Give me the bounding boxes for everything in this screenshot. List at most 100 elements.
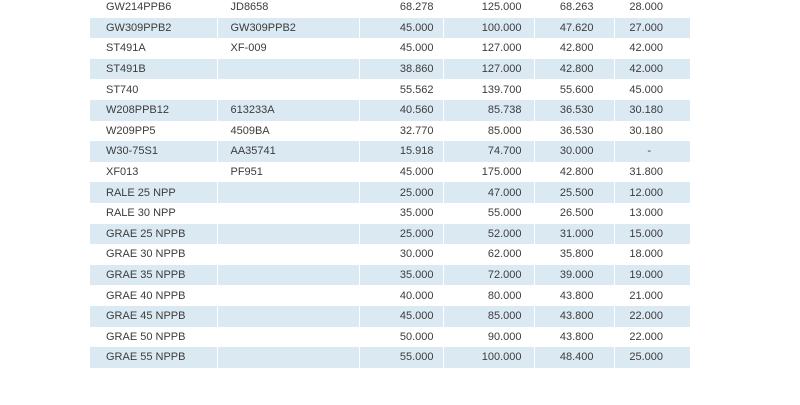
inner-width-cell: 25.500 (533, 182, 614, 203)
cross-reference-cell: GW309PPB2 (216, 17, 359, 39)
inner-width-cell: 39.000 (533, 264, 614, 286)
table-row: RALE 25 NPP 25.000 47.000 25.500 12.000 (90, 182, 690, 203)
inner-width-cell: 43.800 (533, 305, 614, 327)
part-number-cell: GW309PPB2 (90, 17, 217, 39)
part-number-cell: GRAE 40 NPPB (90, 285, 217, 306)
outer-width-cell: 42.000 (613, 58, 690, 80)
inner-width-cell: 42.800 (533, 161, 614, 183)
part-number-cell: W208PPB12 (90, 99, 217, 121)
bore-diameter-cell: 32.770 (358, 120, 443, 142)
bore-diameter-cell: 38.860 (358, 58, 443, 80)
outer-width-cell: 28.000 (613, 0, 690, 18)
outer-diameter-cell: 85.000 (442, 120, 534, 142)
table-row: ST491A XF-009 45.000 127.000 42.800 42.0… (90, 38, 690, 59)
outer-diameter-cell: 72.000 (442, 264, 534, 286)
bore-diameter-cell: 45.000 (358, 38, 443, 59)
cross-reference-cell (216, 58, 359, 80)
outer-diameter-cell: 62.000 (442, 244, 534, 265)
bore-diameter-cell: 45.000 (358, 17, 443, 39)
outer-width-cell: 12.000 (613, 182, 690, 203)
inner-width-cell: 42.800 (533, 58, 614, 80)
bearing-spec-table-container: GW214PPB6 JD8658 68.278 125.000 68.263 2… (90, 0, 690, 373)
bearing-spec-table: GW214PPB6 JD8658 68.278 125.000 68.263 2… (90, 0, 690, 368)
part-number-cell: ST491A (90, 38, 217, 59)
outer-diameter-cell: 85.738 (442, 99, 534, 121)
outer-diameter-cell: 175.000 (442, 161, 534, 183)
outer-width-cell: 30.180 (613, 99, 690, 121)
table-row: ST740 55.562 139.700 55.600 45.000 (90, 79, 690, 100)
outer-diameter-cell: 90.000 (442, 326, 534, 348)
cross-reference-cell: 4509BA (216, 120, 359, 142)
table-body: GW214PPB6 JD8658 68.278 125.000 68.263 2… (90, 0, 690, 368)
cross-reference-cell: PF951 (216, 161, 359, 183)
inner-width-cell: 36.530 (533, 120, 614, 142)
table-row: GRAE 45 NPPB 45.000 85.000 43.800 22.000 (90, 305, 690, 327)
outer-diameter-cell: 52.000 (442, 223, 534, 245)
outer-diameter-cell: 80.000 (442, 285, 534, 306)
bore-diameter-cell: 30.000 (358, 244, 443, 265)
bore-diameter-cell: 50.000 (358, 326, 443, 348)
inner-width-cell: 36.530 (533, 99, 614, 121)
cross-reference-cell (216, 202, 359, 224)
outer-width-cell: 42.000 (613, 38, 690, 59)
outer-width-cell: 13.000 (613, 202, 690, 224)
outer-diameter-cell: 100.000 (442, 347, 534, 368)
table-row: GRAE 40 NPPB 40.000 80.000 43.800 21.000 (90, 285, 690, 306)
table-row: GRAE 30 NPPB 30.000 62.000 35.800 18.000 (90, 244, 690, 265)
part-number-cell: GRAE 50 NPPB (90, 326, 217, 348)
inner-width-cell: 43.800 (533, 285, 614, 306)
table-row: GRAE 35 NPPB 35.000 72.000 39.000 19.000 (90, 264, 690, 286)
part-number-cell: GRAE 55 NPPB (90, 347, 217, 368)
inner-width-cell: 35.800 (533, 244, 614, 265)
inner-width-cell: 47.620 (533, 17, 614, 39)
inner-width-cell: 55.600 (533, 79, 614, 100)
outer-diameter-cell: 125.000 (442, 0, 534, 18)
outer-width-cell: 15.000 (613, 223, 690, 245)
inner-width-cell: 30.000 (533, 141, 614, 162)
bore-diameter-cell: 35.000 (358, 264, 443, 286)
cross-reference-cell: AA35741 (216, 141, 359, 162)
outer-width-cell: - (613, 141, 690, 162)
part-number-cell: W30-75S1 (90, 141, 217, 162)
cross-reference-cell (216, 285, 359, 306)
bore-diameter-cell: 45.000 (358, 305, 443, 327)
bore-diameter-cell: 45.000 (358, 161, 443, 183)
inner-width-cell: 43.800 (533, 326, 614, 348)
bore-diameter-cell: 40.000 (358, 285, 443, 306)
bore-diameter-cell: 55.000 (358, 347, 443, 368)
inner-width-cell: 26.500 (533, 202, 614, 224)
outer-width-cell: 21.000 (613, 285, 690, 306)
part-number-cell: ST491B (90, 58, 217, 80)
table-row: GRAE 25 NPPB 25.000 52.000 31.000 15.000 (90, 223, 690, 245)
outer-diameter-cell: 55.000 (442, 202, 534, 224)
table-row: XF013 PF951 45.000 175.000 42.800 31.800 (90, 161, 690, 183)
bore-diameter-cell: 25.000 (358, 223, 443, 245)
outer-width-cell: 25.000 (613, 347, 690, 368)
part-number-cell: RALE 30 NPP (90, 202, 217, 224)
inner-width-cell: 42.800 (533, 38, 614, 59)
table-row: GRAE 55 NPPB 55.000 100.000 48.400 25.00… (90, 347, 690, 368)
cross-reference-cell (216, 79, 359, 100)
outer-width-cell: 30.180 (613, 120, 690, 142)
cross-reference-cell (216, 347, 359, 368)
outer-diameter-cell: 139.700 (442, 79, 534, 100)
bore-diameter-cell: 40.560 (358, 99, 443, 121)
bore-diameter-cell: 35.000 (358, 202, 443, 224)
table-row: ST491B 38.860 127.000 42.800 42.000 (90, 58, 690, 80)
inner-width-cell: 68.263 (533, 0, 614, 18)
outer-width-cell: 22.000 (613, 305, 690, 327)
table-row: RALE 30 NPP 35.000 55.000 26.500 13.000 (90, 202, 690, 224)
cross-reference-cell (216, 182, 359, 203)
part-number-cell: XF013 (90, 161, 217, 183)
bore-diameter-cell: 15.918 (358, 141, 443, 162)
table-row: W209PP5 4509BA 32.770 85.000 36.530 30.1… (90, 120, 690, 142)
table-row: GW214PPB6 JD8658 68.278 125.000 68.263 2… (90, 0, 690, 18)
part-number-cell: GRAE 45 NPPB (90, 305, 217, 327)
table-row: GW309PPB2 GW309PPB2 45.000 100.000 47.62… (90, 17, 690, 39)
cross-reference-cell (216, 223, 359, 245)
cross-reference-cell (216, 244, 359, 265)
outer-diameter-cell: 74.700 (442, 141, 534, 162)
outer-width-cell: 45.000 (613, 79, 690, 100)
bore-diameter-cell: 68.278 (358, 0, 443, 18)
outer-width-cell: 31.800 (613, 161, 690, 183)
